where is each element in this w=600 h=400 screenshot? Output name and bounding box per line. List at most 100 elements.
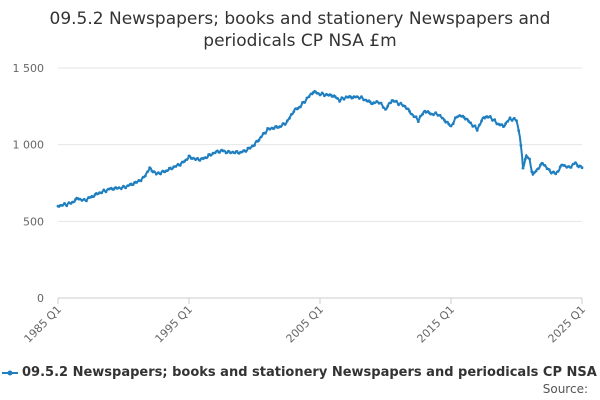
data-point xyxy=(242,149,246,153)
data-point xyxy=(530,170,534,174)
data-point xyxy=(473,124,477,128)
data-point xyxy=(170,167,173,171)
data-point xyxy=(167,166,171,170)
data-point xyxy=(244,150,248,153)
data-point xyxy=(91,195,95,199)
data-point xyxy=(261,132,265,135)
data-point xyxy=(200,157,204,160)
data-point xyxy=(567,165,571,168)
data-point xyxy=(207,153,211,157)
data-point xyxy=(532,171,536,175)
data-point xyxy=(211,151,215,155)
y-axis-ticks: 0 500 1 000 1 500 xyxy=(13,62,45,305)
data-point xyxy=(152,170,156,174)
data-point xyxy=(574,161,577,165)
data-point xyxy=(109,187,112,190)
data-point xyxy=(87,196,90,199)
data-point xyxy=(360,95,363,99)
data-point xyxy=(98,191,101,195)
data-point xyxy=(279,125,283,128)
data-point xyxy=(469,121,472,125)
data-point xyxy=(69,202,73,205)
data-point xyxy=(552,170,555,174)
data-point xyxy=(259,135,263,139)
data-point xyxy=(198,159,202,162)
data-point xyxy=(349,95,352,99)
data-point xyxy=(150,169,154,173)
data-point xyxy=(93,193,97,196)
data-point xyxy=(362,98,366,102)
data-point xyxy=(194,158,198,162)
data-point xyxy=(434,111,438,114)
data-point xyxy=(510,119,514,122)
data-point xyxy=(126,184,130,188)
data-point xyxy=(499,123,503,127)
data-point xyxy=(130,183,134,187)
data-point xyxy=(246,146,250,150)
data-point xyxy=(163,170,167,174)
data-point xyxy=(377,101,381,105)
x-axis: 1985 Q1 1995 Q1 2005 Q1 2015 Q1 2025 Q1 xyxy=(22,297,588,346)
data-point xyxy=(205,156,208,160)
x-tick-label: 2015 Q1 xyxy=(415,303,458,346)
data-point xyxy=(143,174,147,178)
data-point xyxy=(56,204,60,208)
data-point xyxy=(283,123,287,126)
data-point xyxy=(314,90,317,94)
data-point xyxy=(576,164,579,168)
data-point xyxy=(174,165,178,168)
data-point xyxy=(216,149,219,153)
data-point xyxy=(458,114,462,117)
data-point xyxy=(558,165,562,169)
data-point xyxy=(462,116,466,119)
data-point xyxy=(329,93,333,97)
data-point xyxy=(381,106,385,109)
data-point xyxy=(497,122,501,126)
legend[interactable]: 09.5.2 Newspapers; books and stationery … xyxy=(0,364,600,382)
data-point xyxy=(342,97,346,101)
data-point xyxy=(183,159,187,163)
data-point xyxy=(312,91,315,94)
data-point xyxy=(454,116,457,119)
data-point xyxy=(504,122,507,125)
data-point xyxy=(111,187,114,191)
data-point xyxy=(436,114,440,117)
data-point xyxy=(427,111,431,115)
data-point xyxy=(506,120,510,123)
data-point xyxy=(104,190,108,194)
data-point xyxy=(405,107,409,111)
data-point xyxy=(209,153,213,157)
data-point xyxy=(264,131,267,135)
data-point xyxy=(113,186,117,190)
data-point xyxy=(495,122,499,126)
data-point xyxy=(292,110,296,113)
data-point xyxy=(347,95,350,99)
data-point xyxy=(571,162,575,166)
data-point xyxy=(146,170,149,174)
data-point xyxy=(285,119,289,123)
data-point xyxy=(71,200,75,204)
data-point xyxy=(100,191,104,195)
data-point xyxy=(294,107,298,110)
data-point xyxy=(248,146,252,150)
data-point xyxy=(277,126,280,129)
data-point xyxy=(301,101,304,104)
data-point xyxy=(414,115,418,119)
data-point xyxy=(408,109,411,113)
data-point xyxy=(388,101,392,105)
data-point xyxy=(233,151,237,155)
data-point xyxy=(268,127,272,131)
data-point xyxy=(272,126,276,130)
data-point xyxy=(257,138,261,142)
data-point xyxy=(229,151,232,155)
data-point xyxy=(392,100,396,103)
chart-title: 09.5.2 Newspapers; books and stationery … xyxy=(49,9,551,51)
data-point xyxy=(178,163,182,167)
data-point xyxy=(556,170,560,173)
data-point xyxy=(419,114,422,118)
data-point xyxy=(545,167,549,171)
data-point xyxy=(519,144,523,147)
data-point xyxy=(154,172,158,176)
data-point xyxy=(82,197,86,201)
data-point xyxy=(445,120,448,124)
